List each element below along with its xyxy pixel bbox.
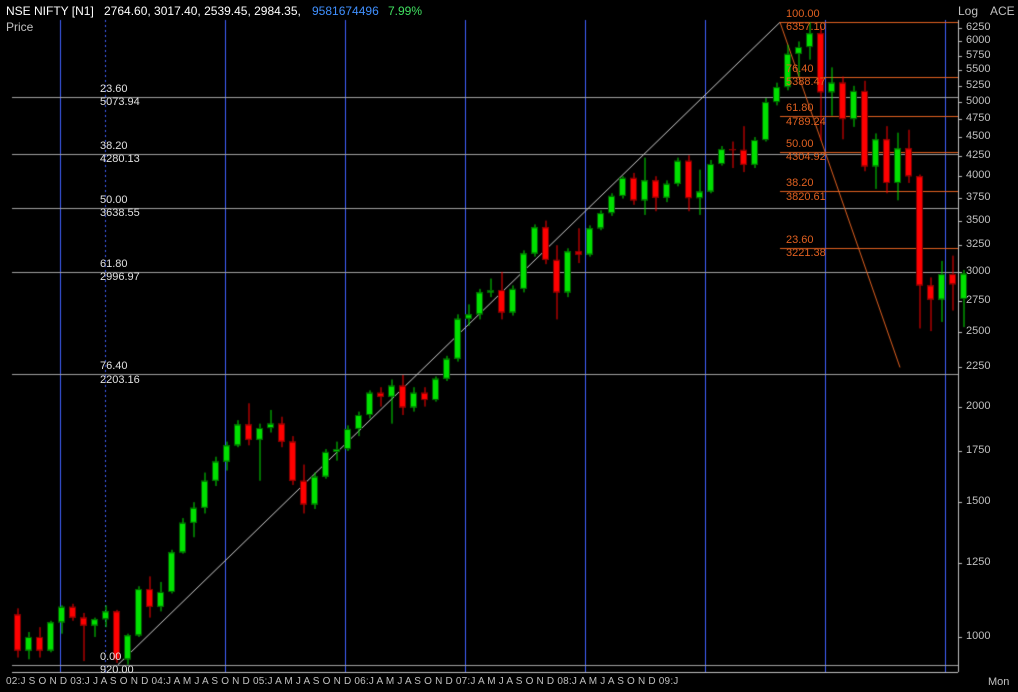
y-tick-label: 1750 bbox=[966, 444, 990, 457]
y-tick-label: 1500 bbox=[966, 495, 990, 508]
candlestick-chart bbox=[0, 0, 1018, 692]
ticker-label: NSE NIFTY [N1] bbox=[6, 4, 94, 18]
fib-level-label: 61.802996.97 bbox=[100, 258, 140, 284]
y-tick-label: 3000 bbox=[966, 265, 990, 278]
ohlc-values: 2764.60, 3017.40, 2539.45, 2984.35, bbox=[104, 4, 301, 18]
fib-level-label: 50.004304.92 bbox=[786, 138, 826, 164]
fib-level-label: 76.402203.16 bbox=[100, 360, 140, 386]
y-tick-label: 1000 bbox=[966, 630, 990, 643]
y-tick-label: 2000 bbox=[966, 400, 990, 413]
price-axis-label: Price bbox=[6, 20, 33, 34]
fib-level-label: 76.405388.47 bbox=[786, 63, 826, 89]
y-tick-label: 4500 bbox=[966, 130, 990, 143]
mon-label: Mon bbox=[988, 676, 1009, 688]
volume-value: 9581674496 bbox=[312, 4, 379, 18]
ace-label: ACE bbox=[990, 4, 1015, 18]
y-tick-label: 5750 bbox=[966, 49, 990, 62]
y-tick-label: 1250 bbox=[966, 556, 990, 569]
y-tick-label: 2500 bbox=[966, 325, 990, 338]
y-tick-label: 5000 bbox=[966, 95, 990, 108]
y-tick-label: 3500 bbox=[966, 214, 990, 227]
fib-level-label: 23.605073.94 bbox=[100, 83, 140, 109]
fib-level-label: 50.003638.55 bbox=[100, 194, 140, 220]
y-tick-label: 4000 bbox=[966, 169, 990, 182]
y-tick-label: 2250 bbox=[966, 360, 990, 373]
fib-level-label: 0.00920.00 bbox=[100, 651, 134, 677]
fib-level-label: 38.204280.13 bbox=[100, 140, 140, 166]
y-tick-label: 2750 bbox=[966, 294, 990, 307]
fib-level-label: 23.603221.38 bbox=[786, 234, 826, 260]
y-tick-label: 3250 bbox=[966, 238, 990, 251]
fib-level-label: 100.006357.10 bbox=[786, 8, 826, 34]
pct-change-value: 7.99% bbox=[388, 4, 422, 18]
y-tick-label: 5250 bbox=[966, 79, 990, 92]
x-axis-labels: 02:J S O N D 03:J J A S O N D 04:J A M J… bbox=[6, 676, 679, 687]
y-tick-label: 6000 bbox=[966, 34, 990, 47]
y-tick-label: 4750 bbox=[966, 112, 990, 125]
fib-level-label: 38.203820.61 bbox=[786, 177, 826, 203]
fib-level-label: 61.804789.24 bbox=[786, 102, 826, 128]
y-tick-label: 6250 bbox=[966, 21, 990, 34]
log-scale-label: Log bbox=[958, 4, 978, 18]
y-tick-label: 5500 bbox=[966, 63, 990, 76]
y-tick-label: 3750 bbox=[966, 191, 990, 204]
y-tick-label: 4250 bbox=[966, 149, 990, 162]
